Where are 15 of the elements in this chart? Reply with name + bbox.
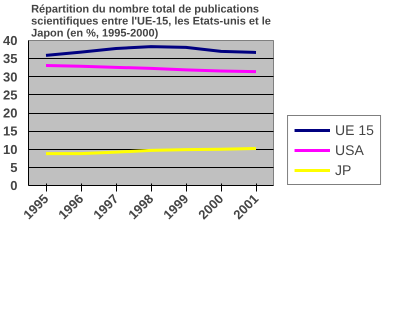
- y-tick-label: 30: [3, 69, 18, 84]
- chart-title: Répartition du nombre total de publications scientifiques entre l'UE-15, les Etats-unis et le Japon (en %, 1995-2000): [31, 4, 271, 40]
- y-tick-label: 5: [10, 160, 18, 175]
- y-tick-label: 0: [10, 178, 18, 193]
- y-tick-label: 20: [3, 106, 18, 120]
- line-series: [44, 45, 258, 57]
- y-tick-label: 25: [3, 87, 18, 102]
- y-tick-label: 15: [3, 124, 18, 139]
- y-tick-label: 40: [3, 33, 18, 48]
- legend-label: JP: [335, 162, 352, 178]
- line-series: [44, 64, 258, 74]
- y-tick-label: 35: [3, 51, 18, 66]
- legend-label: USA: [335, 142, 364, 158]
- y-tick-label: 10: [3, 142, 18, 157]
- legend-label: UE 15: [335, 122, 374, 138]
